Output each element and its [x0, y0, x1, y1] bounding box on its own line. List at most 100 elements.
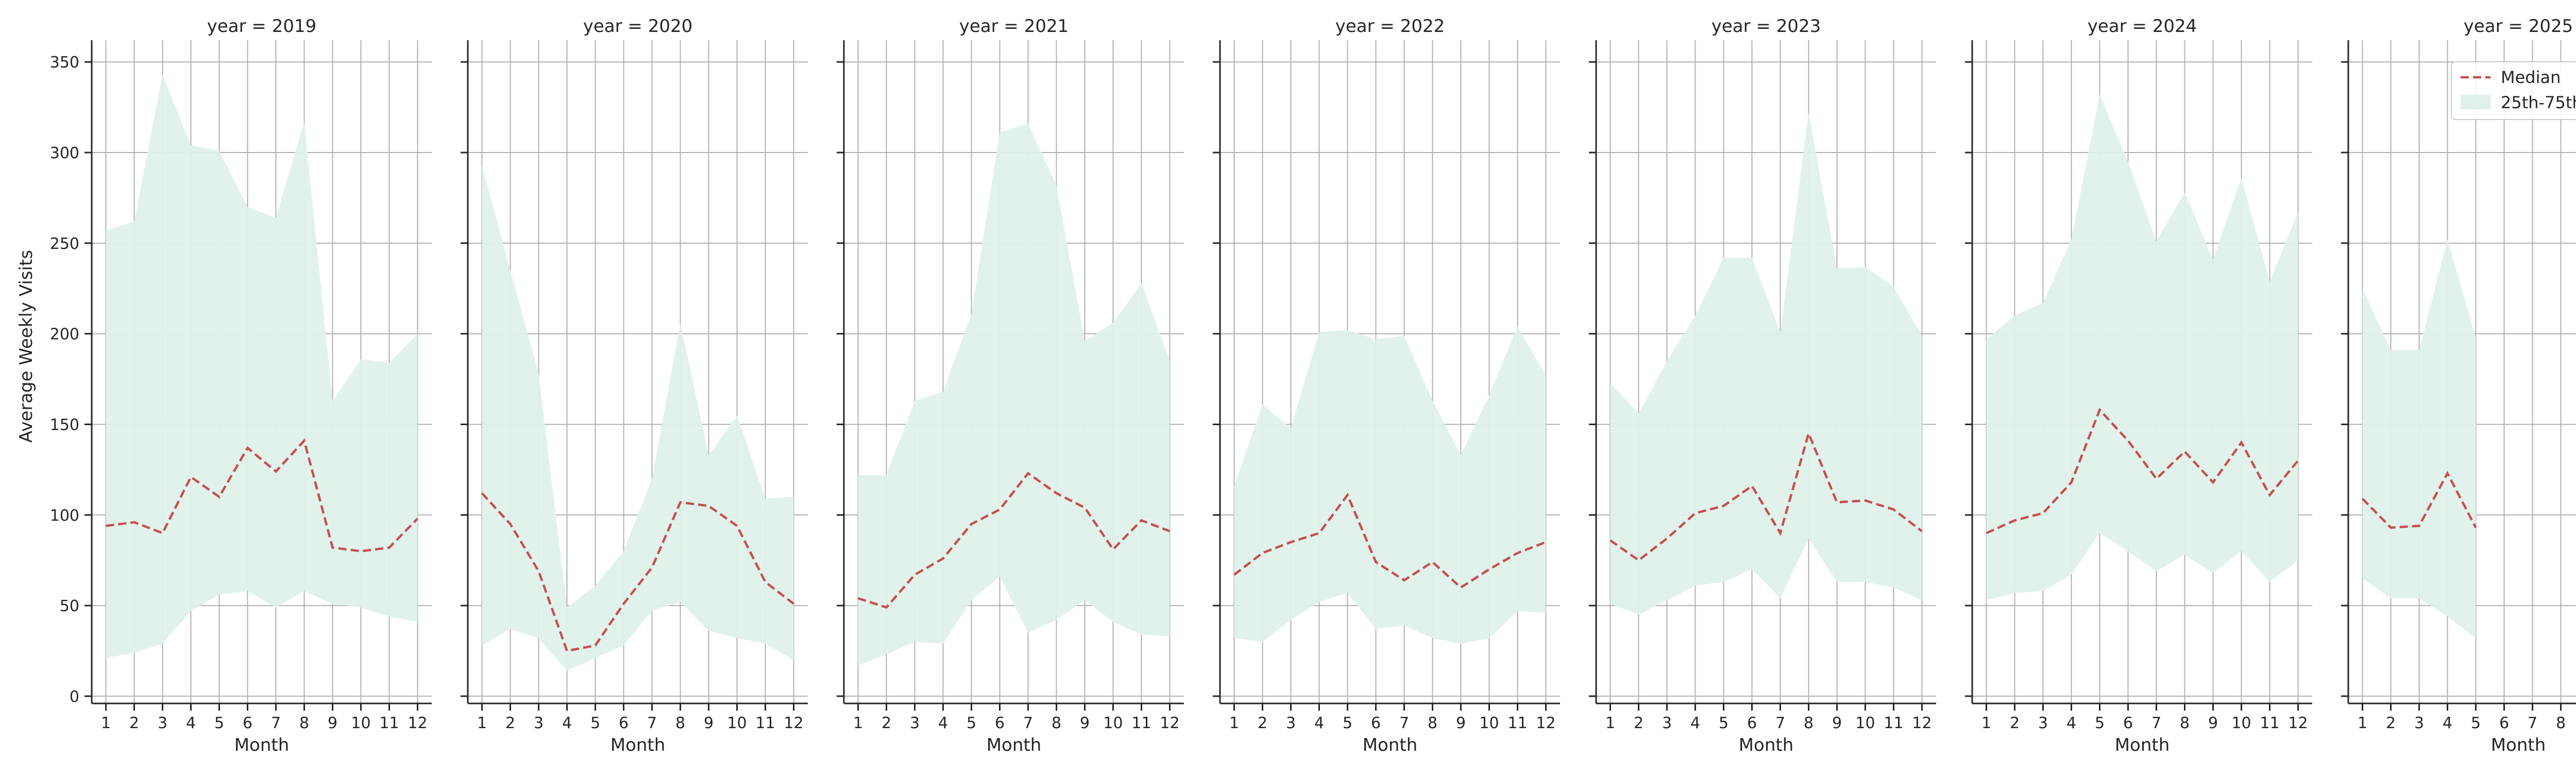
x-tick-label: 6 — [2499, 714, 2509, 732]
x-tick-label: 3 — [1286, 714, 1296, 732]
x-tick-label: 7 — [1399, 714, 1409, 732]
x-tick-label: 11 — [2260, 714, 2279, 732]
y-axis-label: Average Weekly Visits — [16, 250, 37, 443]
x-tick-label: 2 — [1634, 714, 1643, 732]
x-tick-label: 8 — [1804, 714, 1814, 732]
x-tick-label: 1 — [853, 714, 863, 732]
x-tick-label: 10 — [1103, 714, 1123, 732]
x-tick-label: 9 — [1456, 714, 1466, 732]
x-tick-label: 7 — [1023, 714, 1033, 732]
x-tick-label: 7 — [2151, 714, 2161, 732]
x-tick-label: 6 — [1747, 714, 1757, 732]
x-tick-label: 12 — [1912, 714, 1931, 732]
x-tick-label: 6 — [1371, 714, 1381, 732]
x-tick-label: 12 — [1160, 714, 1179, 732]
facet-title: year = 2021 — [959, 16, 1069, 37]
x-tick-label: 11 — [1131, 714, 1151, 732]
percentile-band — [858, 123, 1170, 666]
x-tick-label: 4 — [938, 714, 948, 732]
x-tick-label: 8 — [2180, 714, 2190, 732]
percentile-band — [106, 74, 418, 659]
median-line — [1609, 430, 1923, 562]
x-tick-label: 12 — [2288, 714, 2308, 732]
x-axis-label: Month — [1363, 735, 1418, 755]
x-tick-label: 9 — [2208, 714, 2218, 732]
y-tick-label: 350 — [50, 54, 79, 72]
x-tick-label: 1 — [1605, 714, 1615, 732]
x-tick-label: 8 — [299, 714, 309, 732]
x-tick-label: 6 — [2123, 714, 2133, 732]
x-tick-label: 5 — [1343, 714, 1352, 732]
legend-band-swatch — [2461, 95, 2490, 109]
x-tick-label: 11 — [379, 714, 399, 732]
x-tick-label: 9 — [704, 714, 714, 732]
x-tick-label: 6 — [619, 714, 629, 732]
x-tick-label: 11 — [1507, 714, 1527, 732]
percentile-band — [1234, 326, 1546, 644]
x-tick-label: 1 — [477, 714, 487, 732]
x-tick-label: 3 — [158, 714, 167, 732]
y-tick-label: 100 — [50, 507, 79, 525]
x-tick-label: 5 — [2471, 714, 2481, 732]
legend-median-label: Median — [2501, 68, 2561, 87]
x-tick-label: 4 — [562, 714, 572, 732]
x-tick-label: 4 — [186, 714, 196, 732]
x-tick-label: 3 — [910, 714, 920, 732]
x-tick-label: 5 — [967, 714, 976, 732]
x-tick-label: 9 — [1832, 714, 1842, 732]
x-tick-label: 10 — [1855, 714, 1875, 732]
x-tick-label: 1 — [2358, 714, 2367, 732]
y-tick-label: 250 — [50, 235, 79, 253]
facet-title: year = 2019 — [207, 16, 316, 37]
x-tick-label: 10 — [727, 714, 747, 732]
x-tick-label: 3 — [2414, 714, 2424, 732]
x-tick-label: 4 — [2066, 714, 2076, 732]
y-tick-label: 0 — [70, 688, 79, 706]
x-axis-label: Month — [611, 735, 666, 755]
x-axis-label: Month — [987, 735, 1042, 755]
x-tick-label: 2 — [882, 714, 891, 732]
x-tick-label: 7 — [271, 714, 281, 732]
x-tick-label: 10 — [1479, 714, 1499, 732]
facet-title: year = 2024 — [2088, 16, 2197, 37]
x-tick-label: 7 — [647, 714, 657, 732]
x-tick-label: 12 — [408, 714, 427, 732]
x-axis-label: Month — [234, 735, 290, 755]
percentile-band — [1986, 94, 2298, 600]
x-tick-label: 8 — [2556, 714, 2566, 732]
y-tick-label: 150 — [50, 416, 79, 434]
x-tick-label: 6 — [995, 714, 1005, 732]
facet-title: year = 2020 — [583, 16, 692, 37]
legend-band-label: 25th-75th Percentile — [2501, 93, 2576, 112]
x-tick-label: 7 — [1775, 714, 1785, 732]
x-tick-label: 5 — [214, 714, 224, 732]
x-tick-label: 5 — [590, 714, 600, 732]
x-tick-label: 6 — [243, 714, 252, 732]
x-axis-label: Month — [2491, 735, 2546, 755]
x-tick-label: 7 — [2528, 714, 2537, 732]
x-tick-label: 10 — [351, 714, 370, 732]
x-tick-label: 1 — [101, 714, 111, 732]
facet-title: year = 2025 — [2464, 16, 2573, 37]
x-tick-label: 9 — [328, 714, 337, 732]
x-tick-label: 12 — [1536, 714, 1555, 732]
x-tick-label: 12 — [784, 714, 803, 732]
x-tick-label: 4 — [2443, 714, 2452, 732]
x-axis-label: Month — [1739, 735, 1794, 755]
x-tick-label: 10 — [2231, 714, 2251, 732]
x-tick-label: 11 — [755, 714, 775, 732]
x-tick-label: 11 — [1884, 714, 1903, 732]
x-tick-label: 3 — [534, 714, 544, 732]
x-tick-label: 3 — [1662, 714, 1672, 732]
x-axis-label: Month — [2115, 735, 2170, 755]
x-tick-label: 2 — [129, 714, 139, 732]
x-tick-label: 2 — [505, 714, 515, 732]
facet-title: year = 2023 — [1711, 16, 1821, 37]
